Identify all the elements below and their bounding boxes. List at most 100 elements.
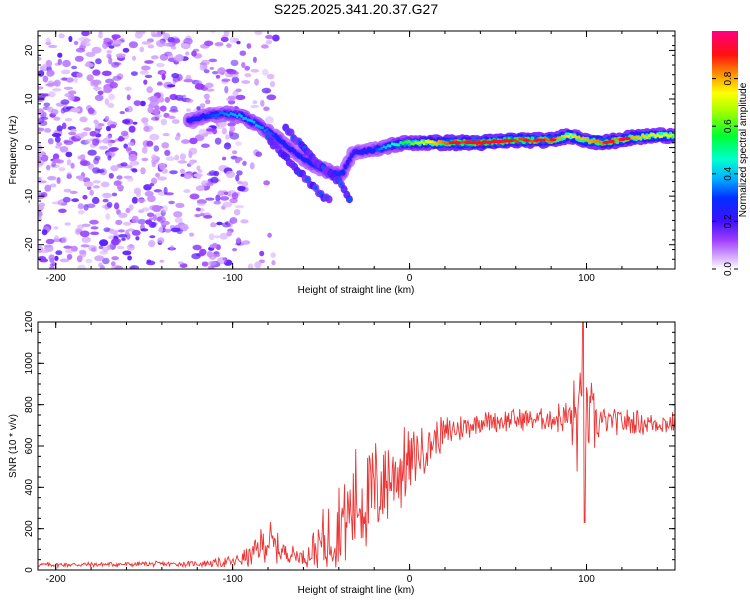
noise-blob <box>195 207 201 212</box>
noise-blob <box>189 137 198 145</box>
noise-blob <box>112 34 118 41</box>
noise-blob <box>38 256 47 261</box>
ridge-mark <box>654 134 657 138</box>
noise-blob <box>181 43 190 49</box>
noise-blob <box>193 173 203 178</box>
noise-blob <box>86 203 96 209</box>
noise-blob <box>226 230 232 237</box>
noise-blob <box>51 133 62 138</box>
noise-blob <box>213 253 220 258</box>
ridge-mark <box>214 113 218 118</box>
noise-blob <box>203 93 210 100</box>
ridge-mark <box>571 135 574 139</box>
noise-blob <box>269 81 276 88</box>
noise-blob <box>183 172 194 179</box>
noise-blob <box>222 222 231 228</box>
noise-blob <box>64 118 73 122</box>
noise-blob <box>81 31 90 37</box>
noise-blob <box>161 73 166 81</box>
noise-blob <box>208 170 217 176</box>
noise-blob <box>105 213 111 220</box>
noise-blob <box>147 195 156 203</box>
noise-blob <box>117 229 125 233</box>
noise-blob <box>102 41 108 50</box>
noise-blob <box>137 198 146 203</box>
spectrogram-noise-blobs <box>38 31 280 269</box>
noise-blob <box>38 117 45 124</box>
noise-blob <box>206 128 216 132</box>
snr-ylabel: SNR (10 * v/v) <box>8 414 19 478</box>
noise-blob <box>47 138 54 145</box>
noise-blob <box>254 78 259 86</box>
noise-blob <box>54 136 61 143</box>
noise-blob <box>111 256 119 261</box>
y-tick-label: 20 <box>24 44 35 56</box>
noise-blob <box>210 176 219 184</box>
noise-blob <box>53 226 59 230</box>
noise-blob <box>255 151 262 157</box>
ridge-mark <box>412 142 415 146</box>
noise-blob <box>141 65 151 71</box>
ridge-mark <box>567 135 570 139</box>
ridge-mark <box>240 114 243 118</box>
noise-blob <box>48 44 58 49</box>
noise-blob <box>201 59 210 66</box>
noise-blob <box>91 196 100 205</box>
noise-blob <box>163 112 170 118</box>
noise-blob <box>143 122 149 126</box>
noise-blob <box>205 99 211 105</box>
noise-blob <box>137 218 147 225</box>
ridge-mark <box>335 171 339 175</box>
noise-blob <box>126 244 135 251</box>
noise-blob <box>204 40 214 47</box>
noise-blob <box>237 180 243 185</box>
noise-blob <box>146 260 156 266</box>
noise-blob <box>86 74 94 82</box>
ridge-mark <box>337 172 341 176</box>
ridge-mark <box>584 137 587 141</box>
ridge-mark <box>274 136 277 140</box>
ridge-mark <box>531 140 534 144</box>
noise-blob <box>49 183 57 188</box>
noise-blob <box>194 83 205 90</box>
ridge-mark <box>596 139 600 143</box>
noise-blob <box>165 156 176 161</box>
noise-blob <box>151 205 162 212</box>
noise-blob <box>149 235 156 239</box>
ridge-mark <box>276 138 279 142</box>
noise-blob <box>70 107 81 113</box>
noise-blob <box>122 119 131 124</box>
ridge-mark <box>367 149 371 153</box>
noise-blob <box>237 185 246 192</box>
noise-blob <box>214 235 220 239</box>
noise-blob <box>207 265 214 269</box>
ridge-mark <box>405 140 409 144</box>
ridge-mark <box>254 123 258 127</box>
ridge-mark <box>441 140 445 144</box>
noise-blob <box>196 106 201 111</box>
noise-blob <box>108 45 115 49</box>
noise-blob <box>127 177 134 182</box>
ridge-mark <box>514 138 517 142</box>
noise-blob <box>183 78 194 83</box>
noise-blob <box>141 41 151 45</box>
noise-blob <box>242 160 247 166</box>
ridge-mark <box>393 142 396 146</box>
noise-blob <box>102 257 110 265</box>
ridge-mark <box>520 137 524 141</box>
noise-blob <box>146 86 153 94</box>
noise-blob <box>64 222 71 226</box>
noise-blob <box>174 94 184 101</box>
noise-blob <box>65 248 74 254</box>
ridge-mark <box>667 134 670 138</box>
ridge-mark <box>592 139 596 143</box>
ridge-mark <box>560 134 564 138</box>
noise-blob <box>174 135 180 141</box>
noise-blob <box>162 133 170 137</box>
ridge-mark <box>545 138 549 142</box>
noise-blob <box>111 238 120 246</box>
noise-blob <box>70 162 75 169</box>
noise-blob <box>230 155 238 160</box>
noise-blob <box>46 69 55 77</box>
